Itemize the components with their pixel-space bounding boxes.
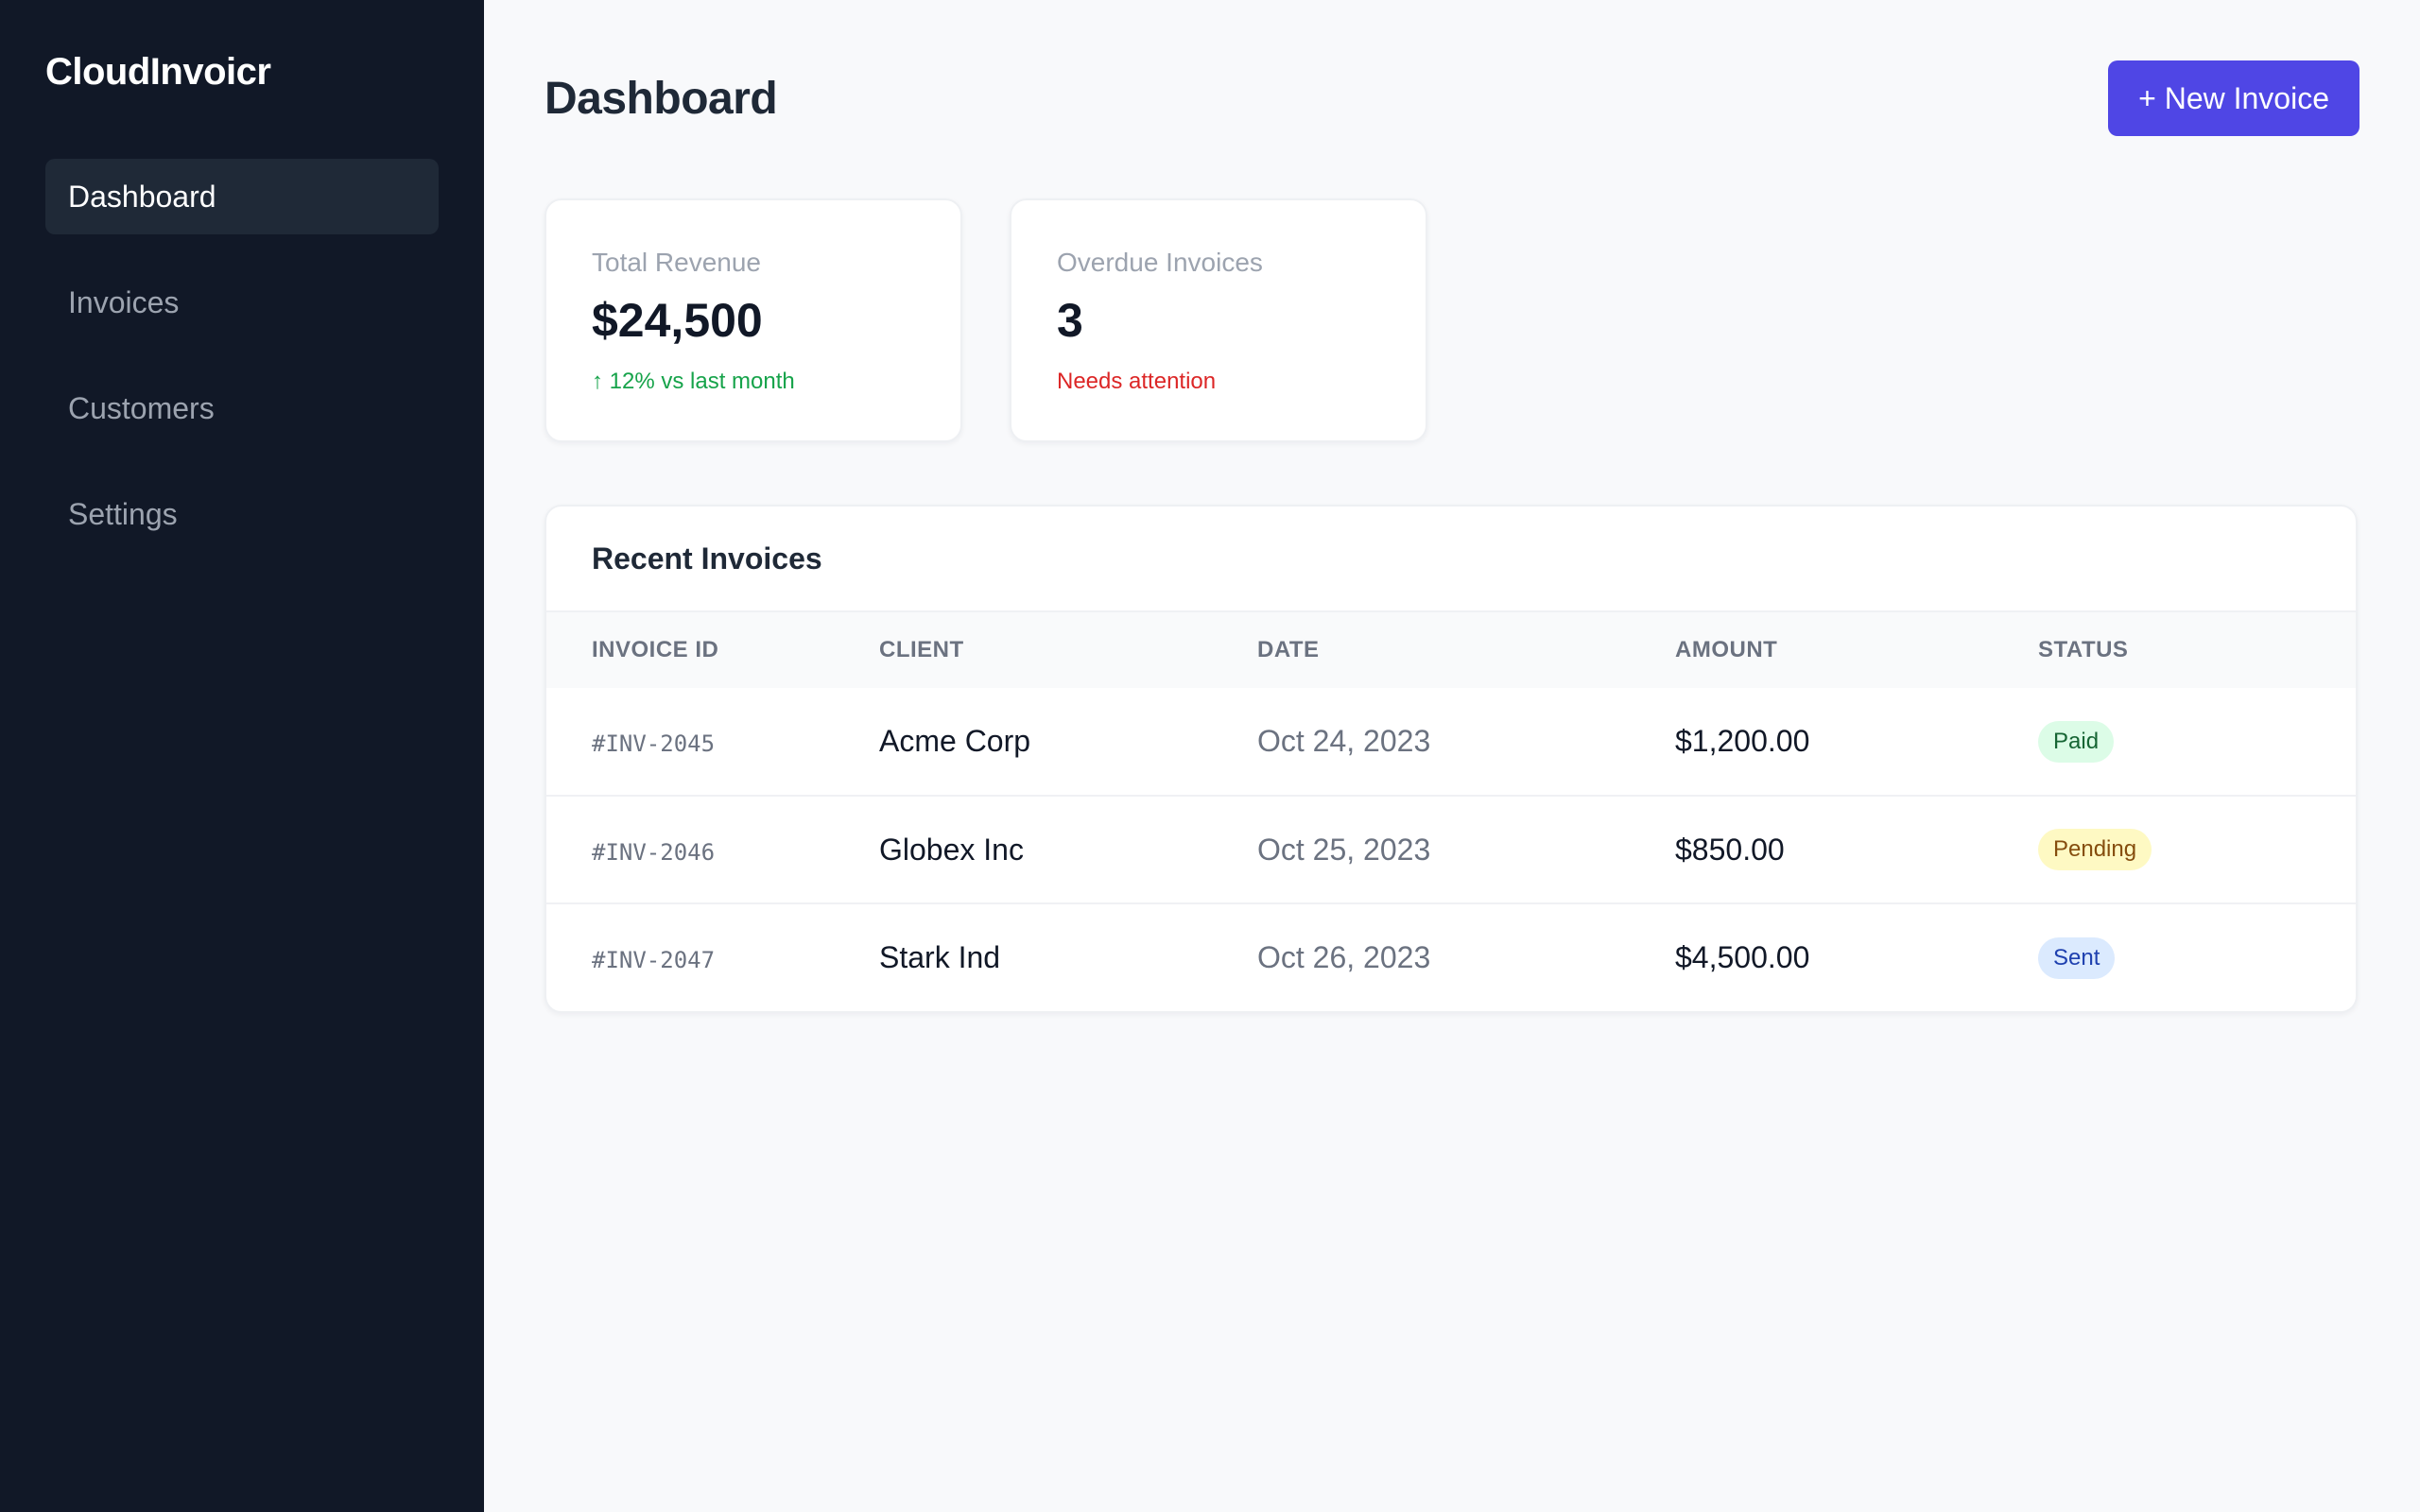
new-invoice-button[interactable]: + New Invoice xyxy=(2108,60,2360,136)
invoice-id[interactable]: #INV-2046 xyxy=(592,838,716,866)
date-cell: Oct 25, 2023 xyxy=(1257,832,1431,867)
column-header-amount: AMOUNT xyxy=(1675,637,1778,662)
invoice-id-cell: #INV-2045 xyxy=(546,688,879,796)
client-cell: Stark Ind xyxy=(879,940,1001,974)
invoice-id[interactable]: #INV-2047 xyxy=(592,947,716,973)
stat-card-revenue: Total Revenue $24,500 ↑ 12% vs last mont… xyxy=(544,198,962,442)
brand-logo[interactable]: CloudInvoicr xyxy=(45,51,271,93)
column-header-invoice-id: INVOICE ID xyxy=(592,637,719,662)
section-title: Recent Invoices xyxy=(546,507,2356,612)
stat-card-overdue: Overdue Invoices 3 Needs attention xyxy=(1010,198,1427,442)
sidebar-nav: Dashboard Invoices Customers Settings xyxy=(45,159,439,552)
invoice-id-cell: #INV-2046 xyxy=(546,796,879,903)
sidebar-item-invoices[interactable]: Invoices xyxy=(68,284,180,319)
stat-value: $24,500 xyxy=(592,294,763,347)
stat-alert: Needs attention xyxy=(1057,369,1217,394)
status-badge: Sent xyxy=(2038,936,2116,979)
invoice-id-cell: #INV-2047 xyxy=(546,903,879,1011)
sidebar-item-settings[interactable]: Settings xyxy=(68,496,178,531)
table-row[interactable]: #INV-2047 Stark Ind Oct 26, 2023 $4,500.… xyxy=(546,903,2356,1011)
client-cell: Globex Inc xyxy=(879,832,1024,867)
status-badge: Pending xyxy=(2038,829,2152,870)
stat-label: Total Revenue xyxy=(592,248,762,277)
table-header-row: INVOICE ID CLIENT DATE AMOUNT STATUS xyxy=(546,612,2356,688)
table-row[interactable]: #INV-2045 Acme Corp Oct 24, 2023 $1,200.… xyxy=(546,688,2356,796)
amount-cell: $850.00 xyxy=(1675,832,1785,867)
invoice-id[interactable]: #INV-2045 xyxy=(592,730,716,757)
status-badge: Paid xyxy=(2038,720,2115,763)
column-header-date: DATE xyxy=(1257,637,1320,662)
stats-row: Total Revenue $24,500 ↑ 12% vs last mont… xyxy=(544,198,2360,442)
sidebar: CloudInvoicr Dashboard Invoices Customer… xyxy=(0,0,484,1512)
column-header-client: CLIENT xyxy=(879,637,964,662)
column-header-status: STATUS xyxy=(2038,637,2129,662)
sidebar-item-dashboard[interactable]: Dashboard xyxy=(45,159,439,234)
invoices-table: INVOICE ID CLIENT DATE AMOUNT STATUS #IN… xyxy=(546,612,2356,1011)
stat-label: Overdue Invoices xyxy=(1057,248,1263,277)
stat-trend: ↑ 12% vs last month xyxy=(592,369,795,394)
client-cell: Acme Corp xyxy=(879,724,1031,758)
main-content: Dashboard + New Invoice Total Revenue $2… xyxy=(484,0,2420,1512)
date-cell: Oct 24, 2023 xyxy=(1257,724,1431,758)
stat-value: 3 xyxy=(1057,294,1083,347)
date-cell: Oct 26, 2023 xyxy=(1257,940,1431,974)
page-header: Dashboard + New Invoice xyxy=(544,60,2360,136)
status-cell: Sent xyxy=(2038,903,2356,1011)
page-title: Dashboard xyxy=(544,73,778,124)
amount-cell: $1,200.00 xyxy=(1675,724,1810,758)
status-cell: Pending xyxy=(2038,796,2356,903)
table-row[interactable]: #INV-2046 Globex Inc Oct 25, 2023 $850.0… xyxy=(546,796,2356,903)
amount-cell: $4,500.00 xyxy=(1675,940,1810,974)
status-cell: Paid xyxy=(2038,688,2356,796)
sidebar-item-customers[interactable]: Customers xyxy=(68,390,215,425)
recent-invoices-card: Recent Invoices INVOICE ID CLIENT DATE A… xyxy=(544,505,2358,1013)
